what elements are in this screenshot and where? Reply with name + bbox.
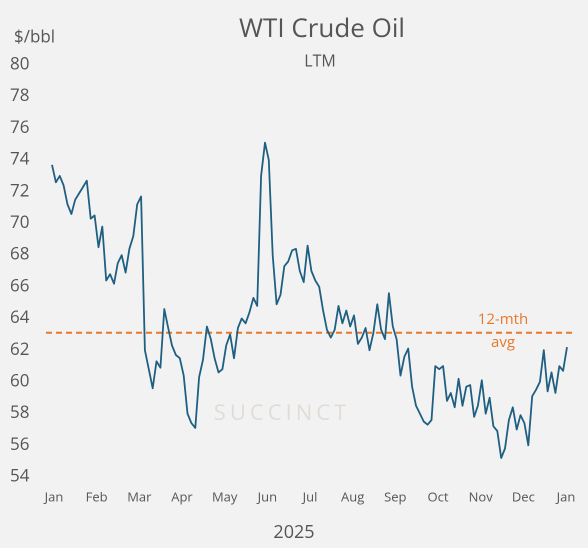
x-tick-label: May: [212, 487, 238, 505]
x-tick-label: Oct: [428, 487, 449, 505]
x-tick-label: Jun: [256, 487, 277, 505]
data-line: [51, 141, 568, 459]
x-tick-label: Apr: [171, 487, 193, 505]
x-tick-label: Mar: [127, 487, 152, 505]
chart-subtitle: LTM: [304, 49, 336, 71]
y-tick-label: 80: [10, 52, 29, 75]
x-tick-label: Aug: [341, 487, 364, 505]
y-tick-label: 64: [10, 305, 30, 328]
y-tick-label: 70: [10, 210, 29, 233]
y-tick-label: 54: [10, 464, 30, 487]
y-tick-label: 58: [10, 400, 29, 423]
x-tick-label: Jul: [301, 487, 318, 505]
y-tick-label: 72: [10, 178, 29, 201]
x-axis-label: 2025: [273, 520, 314, 544]
x-tick-label: Nov: [469, 487, 494, 505]
average-label: avg: [491, 332, 515, 352]
y-tick-label: 76: [10, 115, 29, 138]
x-tick-label: Jan: [43, 487, 64, 505]
y-tick-label: 68: [10, 242, 29, 265]
y-tick-label: 62: [10, 337, 29, 360]
x-tick-label: Sep: [384, 487, 406, 505]
y-tick-label: 78: [10, 83, 29, 106]
x-tick-label: Dec: [512, 487, 535, 505]
average-label: 12-mth: [478, 309, 528, 329]
y-tick-label: 66: [10, 273, 29, 296]
x-tick-label: Jan: [555, 487, 576, 505]
chart-title: WTI Crude Oil: [239, 9, 405, 45]
y-axis-label: $/bbl: [14, 25, 55, 48]
y-tick-label: 60: [10, 368, 29, 391]
watermark: SUCCINCT: [214, 397, 351, 427]
y-tick-label: 74: [10, 147, 30, 170]
x-tick-label: Feb: [86, 487, 108, 505]
y-tick-label: 56: [10, 432, 29, 455]
